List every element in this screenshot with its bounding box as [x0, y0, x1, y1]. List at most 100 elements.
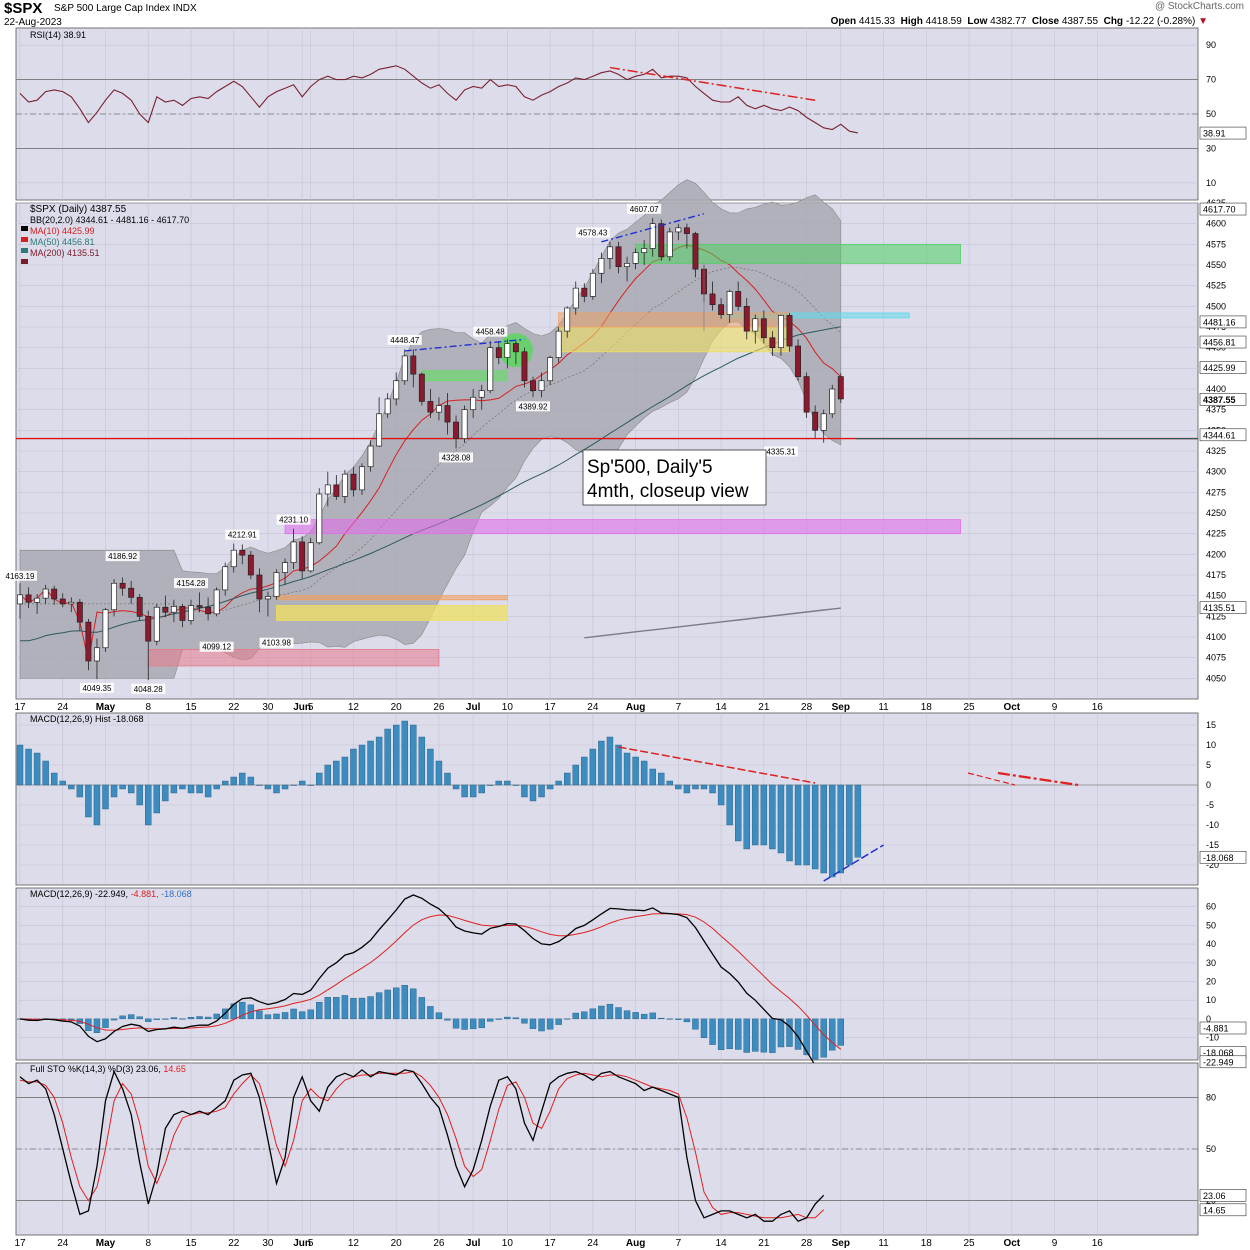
- x-axis-label: 17: [14, 1238, 26, 1249]
- axis-tick-label: 30: [1206, 143, 1216, 153]
- x-axis-label: 18: [921, 702, 933, 713]
- trendline-blue-2: [601, 213, 705, 243]
- histogram-bar: [110, 784, 118, 798]
- histogram-bar: [794, 784, 802, 866]
- price-annotation-label: 4458.48: [476, 328, 505, 337]
- x-axis-label: 15: [185, 1238, 197, 1249]
- macd-hist-bar: [162, 1018, 169, 1020]
- macd-hist-bar: [504, 1016, 511, 1020]
- histogram-bar: [204, 784, 212, 798]
- macd-panel: [15, 887, 1199, 1061]
- x-axis-label: 9: [1052, 702, 1058, 713]
- sto-tag-box: [1199, 1203, 1247, 1217]
- x-axis-label: 24: [587, 702, 599, 713]
- price-annotation-label: 4231.10: [279, 516, 308, 525]
- x-axis-label: May: [96, 702, 116, 713]
- candle: [51, 588, 58, 600]
- x-axis-label: Aug: [626, 1238, 645, 1249]
- candle: [649, 223, 656, 249]
- candle: [205, 606, 212, 615]
- candle: [829, 388, 836, 415]
- low-value: 4382.77: [990, 16, 1027, 27]
- zone-yellow-mid: [558, 326, 790, 353]
- histogram-bar: [829, 784, 836, 878]
- candle: [598, 258, 605, 274]
- price-label-bg: [259, 637, 294, 648]
- chart-date: 22-Aug-2023: [4, 17, 62, 28]
- histogram-bar: [606, 736, 614, 786]
- histogram-bar: [127, 784, 135, 794]
- macd-hist-bar: [213, 1013, 220, 1020]
- x-axis-label: 11: [878, 702, 889, 713]
- macd-hist-bar: [153, 1018, 161, 1020]
- macd-hist-bar: [427, 1006, 434, 1020]
- histogram-bar: [170, 784, 178, 794]
- histogram-bar: [427, 748, 434, 786]
- axis-tick-label: 20: [1206, 976, 1216, 986]
- macd-hist-bar: [598, 1005, 605, 1020]
- candle: [145, 615, 152, 642]
- macd-hist-bar: [581, 1011, 588, 1020]
- macd-hist-bar: [803, 1018, 810, 1056]
- histogram-bar: [743, 784, 750, 850]
- candle: [709, 293, 716, 306]
- candle: [675, 227, 682, 233]
- price-annotation-label: 4048.28: [134, 685, 163, 694]
- histogram-bar: [221, 780, 229, 786]
- price-tick-label: 4200: [1206, 549, 1226, 559]
- histogram-bar: [666, 780, 673, 786]
- price-annotation-label: 4103.98: [262, 639, 291, 648]
- candle: [333, 484, 340, 497]
- macd-hist-bar: [658, 1017, 665, 1020]
- macd-hist-bar: [350, 997, 357, 1020]
- macd-hist-bar: [589, 1008, 597, 1020]
- ma200-line: [584, 607, 841, 639]
- x-axis-label: Sep: [832, 1238, 850, 1249]
- macd-hist-bar: [316, 1002, 323, 1020]
- x-axis-label: 5: [308, 702, 314, 713]
- histogram-bar: [478, 784, 485, 794]
- price-tick-label: 4275: [1206, 487, 1226, 497]
- axis-tick-label: -15: [1206, 840, 1219, 850]
- candle: [136, 596, 143, 617]
- price-label-bg: [174, 578, 208, 589]
- axis-tick-label: 5: [1206, 760, 1211, 770]
- macd-hist-bar: [555, 1018, 562, 1025]
- macd-hist-bar: [444, 1018, 451, 1021]
- histogram-bar: [640, 760, 648, 786]
- candle: [743, 305, 750, 332]
- price-annotation-label: 4578.43: [578, 228, 607, 237]
- legend-entry: BB(20,2.0) 4344.61 - 4481.16 - 4617.70: [30, 215, 189, 225]
- price-annotation-label: 4049.35: [82, 684, 111, 693]
- x-axis-label: 18: [921, 1238, 933, 1249]
- watermark: @ StockCharts.com: [1154, 1, 1244, 12]
- histogram-bar: [358, 744, 366, 786]
- candle: [718, 304, 725, 315]
- x-axis-label: 12: [348, 1238, 360, 1249]
- sto-tag: 23.06: [1203, 1191, 1226, 1201]
- price-tag-box: [1199, 428, 1247, 442]
- rsi-trendline: [609, 66, 816, 101]
- x-axis-label: 16: [1092, 702, 1104, 713]
- candle: [641, 248, 648, 253]
- symbol: $SPX: [4, 0, 43, 17]
- candle: [188, 605, 194, 621]
- candle: [470, 396, 477, 411]
- macd-hist-bar: [683, 1018, 691, 1023]
- sto-k-line: [19, 1069, 825, 1222]
- histogram-bar: [418, 736, 426, 786]
- x-axis-label: Jul: [466, 1238, 481, 1249]
- histogram-bar: [384, 728, 391, 786]
- macd-hist-bar: [726, 1018, 733, 1050]
- histogram-bar: [521, 784, 528, 798]
- price-tick-label: 4525: [1206, 281, 1226, 291]
- macd-hist-bar: [820, 1018, 827, 1058]
- histogram-bar: [435, 760, 443, 786]
- histogram-bar: [837, 784, 844, 874]
- macd-hist-bar: [333, 997, 340, 1020]
- candle: [273, 572, 280, 597]
- histogram-bar: [145, 784, 152, 826]
- macd-hist-bar: [145, 1018, 152, 1022]
- macd-hist-bar: [290, 1008, 297, 1020]
- price-tag-box: [1199, 315, 1247, 329]
